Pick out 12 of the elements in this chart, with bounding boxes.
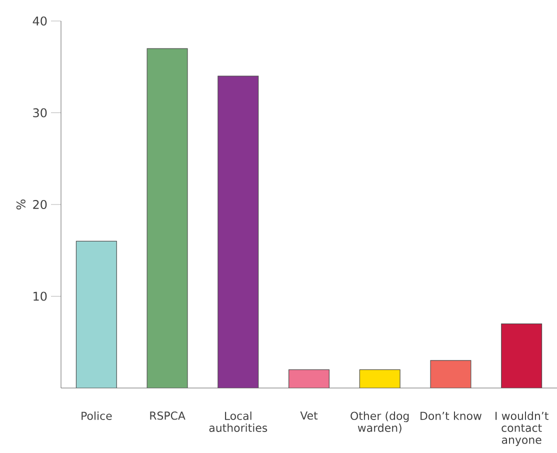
x-tick-label: Don’t know	[420, 412, 482, 420]
y-tick-label: 10	[34, 292, 47, 301]
x-tick-label: Vet	[300, 412, 318, 420]
x-tick-label: Police	[82, 412, 112, 420]
x-tick-label: I wouldn’t contact anyone	[496, 412, 548, 446]
x-tick-label: Local authorities	[209, 412, 268, 432]
y-tick-label: 40	[32, 16, 47, 26]
y-tick-label: 30	[33, 108, 47, 118]
y-tick-label: 20	[33, 200, 47, 210]
y-axis-title: %	[16, 199, 26, 210]
x-tick-label: Other (dog warden)	[350, 412, 409, 434]
x-tick-label: RSPCA	[150, 412, 186, 420]
